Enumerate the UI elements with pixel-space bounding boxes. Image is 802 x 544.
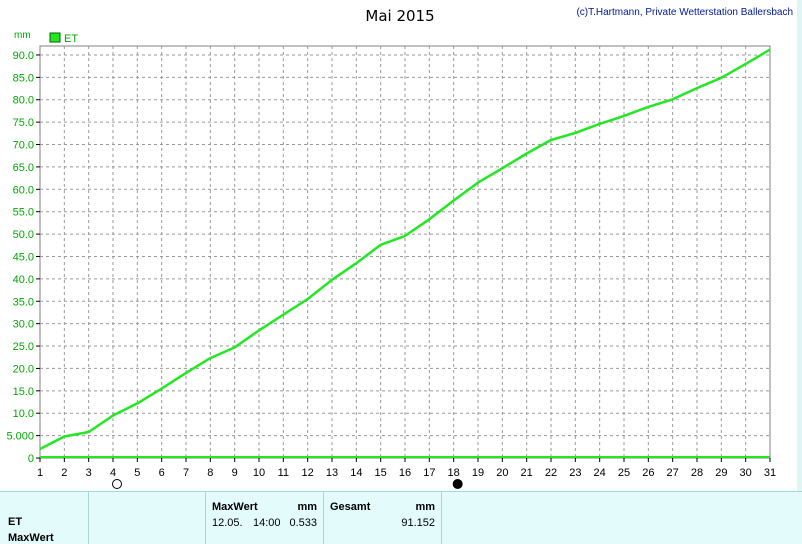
window-edge bbox=[797, 0, 802, 491]
max-value: 0.533 bbox=[289, 517, 317, 529]
summary-row-label-2: MaxWert bbox=[8, 532, 54, 544]
full-moon-icon bbox=[112, 479, 122, 489]
y-tick-label: 5.000 bbox=[6, 431, 34, 443]
x-tick-label: 18 bbox=[448, 467, 460, 479]
max-date: 12.05. bbox=[212, 517, 243, 529]
y-tick-label: 60.0 bbox=[13, 184, 34, 196]
x-tick-label: 7 bbox=[183, 467, 189, 479]
y-tick-label: 80.0 bbox=[13, 95, 34, 107]
series-line-et bbox=[39, 48, 771, 451]
y-tick-label: 10.0 bbox=[13, 408, 34, 420]
x-tick-label: 17 bbox=[423, 467, 435, 479]
y-tick-label: 50.0 bbox=[13, 229, 34, 241]
y-tick-label: 85.0 bbox=[13, 72, 34, 84]
x-tick-label: 5 bbox=[134, 467, 140, 479]
y-tick-label: 35.0 bbox=[13, 296, 34, 308]
x-tick-label: 11 bbox=[278, 467, 289, 479]
x-axis: 1 2 3 4 5 6 7 8 9 10 11 12 13 14 15 16 17 18 19 20 21 22 23 24 2… bbox=[37, 458, 776, 479]
y-tick-label: 70.0 bbox=[13, 140, 34, 152]
x-tick-label: 2 bbox=[61, 467, 67, 479]
y-tick-label: 75.0 bbox=[13, 117, 34, 129]
max-time: 14:00 bbox=[253, 517, 281, 529]
x-tick-label: 20 bbox=[496, 467, 508, 479]
y-tick-label: 25.0 bbox=[13, 341, 34, 353]
x-tick-label: 19 bbox=[472, 467, 484, 479]
chart-title: Mai 2015 bbox=[365, 7, 434, 25]
x-tick-label: 3 bbox=[86, 467, 92, 479]
x-tick-label: 6 bbox=[159, 467, 165, 479]
grid-lines bbox=[40, 46, 770, 458]
max-header: MaxWert bbox=[212, 501, 258, 513]
chart: Mai 2015 (c)T.Hartmann, Private Wetterst… bbox=[6, 7, 793, 489]
x-tick-label: 27 bbox=[667, 467, 679, 479]
x-tick-label: 22 bbox=[545, 467, 557, 479]
x-tick-label: 15 bbox=[375, 467, 387, 479]
y-tick-label: 90.0 bbox=[13, 50, 34, 62]
summary-row-label: ET bbox=[8, 516, 23, 528]
x-tick-label: 12 bbox=[302, 467, 314, 479]
y-tick-label: 30.0 bbox=[13, 319, 34, 331]
x-tick-label: 29 bbox=[715, 467, 727, 479]
summary-total-column: Gesamt mm 91.152 bbox=[324, 492, 442, 544]
summary-empty-column bbox=[89, 492, 206, 544]
x-tick-label: 9 bbox=[232, 467, 238, 479]
legend-label: ET bbox=[64, 33, 78, 45]
x-tick-label: 21 bbox=[521, 467, 533, 479]
x-tick-label: 25 bbox=[618, 467, 630, 479]
new-moon-icon bbox=[452, 479, 463, 489]
y-tick-label: 20.0 bbox=[13, 363, 34, 375]
x-tick-label: 10 bbox=[253, 467, 265, 479]
summary-panel: ET MaxWert MaxWert mm 12.05. 14:00 0.533… bbox=[0, 491, 802, 544]
y-tick-label: 40.0 bbox=[13, 274, 34, 286]
x-tick-label: 13 bbox=[326, 467, 338, 479]
x-tick-label: 31 bbox=[764, 467, 776, 479]
x-tick-label: 1 bbox=[37, 467, 43, 479]
y-tick-label: 45.0 bbox=[13, 251, 34, 263]
y-tick-label: 15.0 bbox=[13, 386, 34, 398]
x-tick-label: 28 bbox=[691, 467, 703, 479]
total-value: 91.152 bbox=[401, 517, 435, 529]
copyright-text: (c)T.Hartmann, Private Wetterstation Bal… bbox=[576, 7, 793, 18]
x-tick-label: 14 bbox=[350, 467, 362, 479]
max-unit: mm bbox=[297, 501, 317, 513]
x-tick-label: 16 bbox=[399, 467, 411, 479]
y-tick-label: 55.0 bbox=[13, 207, 34, 219]
x-tick-label: 24 bbox=[594, 467, 606, 479]
summary-max-column: MaxWert mm 12.05. 14:00 0.533 bbox=[206, 492, 324, 544]
y-axis: 0 5.000 10.0 15.0 20.0 25.0 30.0 35.0 40.0 45.0 50… bbox=[6, 50, 40, 465]
y-tick-label: 0 bbox=[28, 453, 34, 465]
x-tick-label: 23 bbox=[569, 467, 581, 479]
legend-swatch bbox=[49, 32, 61, 43]
y-axis-unit: mm bbox=[14, 30, 31, 41]
x-tick-label: 8 bbox=[207, 467, 213, 479]
moon-phases bbox=[112, 479, 463, 489]
x-tick-label: 4 bbox=[110, 467, 116, 479]
total-header: Gesamt bbox=[330, 501, 371, 513]
total-unit: mm bbox=[415, 501, 435, 513]
series-group bbox=[39, 48, 771, 458]
y-tick-label: 65.0 bbox=[13, 162, 34, 174]
x-tick-label: 30 bbox=[740, 467, 752, 479]
x-tick-label: 26 bbox=[642, 467, 654, 479]
summary-label-column: ET MaxWert bbox=[0, 492, 89, 544]
